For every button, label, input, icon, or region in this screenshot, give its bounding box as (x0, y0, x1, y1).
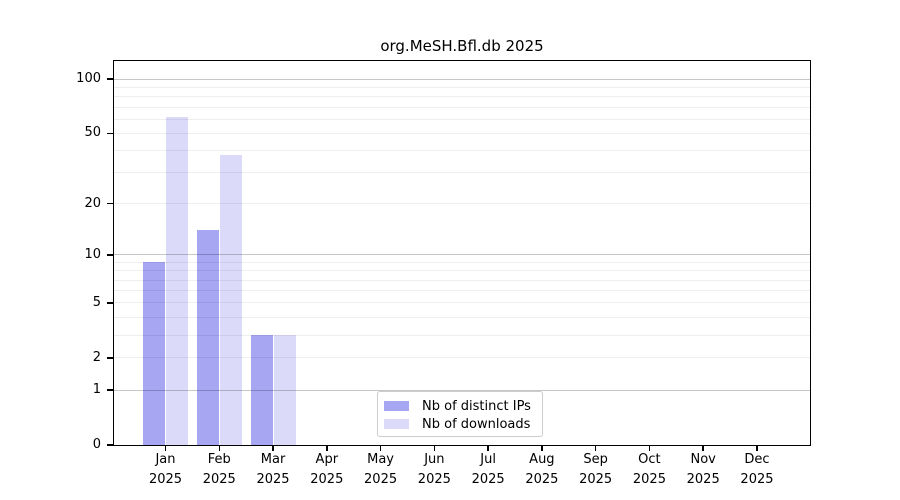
x-tick-year: 2025 (632, 471, 666, 487)
gridline-minor (114, 261, 810, 263)
x-tick-year: 2025 (686, 471, 720, 487)
y-tick-mark (106, 254, 114, 256)
x-tick-month: Sep (583, 452, 608, 467)
x-tick-label: Oct 2025 (614, 450, 684, 489)
gridline-major (114, 78, 810, 80)
x-tick-year: 2025 (471, 471, 505, 487)
x-tick-label: Aug 2025 (507, 450, 577, 489)
bar-feb-ips (196, 230, 219, 445)
y-tick-mark (106, 78, 114, 80)
gridline-minor (114, 203, 810, 205)
x-tick-label: May 2025 (346, 450, 416, 489)
gridline-minor (114, 302, 810, 304)
gridline-minor (114, 316, 810, 318)
y-tick-label: 20 (84, 195, 101, 211)
x-tick-label: Feb 2025 (184, 450, 254, 489)
x-tick-year: 2025 (525, 471, 559, 487)
x-tick-month: Dec (744, 452, 770, 467)
y-tick-mark (106, 444, 114, 446)
y-tick-label: 50 (84, 125, 101, 141)
x-tick-mark (594, 445, 597, 451)
x-tick-mark (648, 445, 651, 451)
gridline-minor (114, 86, 810, 88)
y-tick-mark (106, 357, 114, 359)
x-tick-year: 2025 (310, 471, 344, 487)
x-tick-mark (487, 445, 489, 451)
gridline-minor (114, 132, 810, 134)
x-tick-label: Dec 2025 (722, 450, 792, 489)
x-tick-year: 2025 (740, 471, 774, 487)
x-tick-label: Mar 2025 (238, 450, 308, 489)
x-tick-label: Jul 2025 (453, 450, 523, 489)
x-tick-year: 2025 (256, 471, 290, 487)
bar-feb-downloads (219, 154, 242, 445)
x-tick-label: Jan 2025 (131, 450, 201, 489)
x-tick-month: Nov (690, 452, 716, 467)
x-tick-year: 2025 (148, 471, 183, 487)
x-tick-label: Apr 2025 (292, 450, 362, 489)
chart-title: org.MeSH.Bfl.db 2025 (380, 37, 544, 55)
gridline-minor (114, 334, 810, 336)
y-tick-label: 0 (92, 437, 101, 452)
y-tick-label: 100 (76, 71, 101, 87)
y-tick-label: 5 (92, 294, 101, 310)
gridline-minor (114, 96, 810, 98)
x-tick-month: Mar (260, 452, 286, 467)
x-tick-month: Jun (424, 452, 445, 467)
x-tick-month: May (367, 452, 395, 467)
x-tick-year: 2025 (579, 471, 613, 487)
bar-jan-ips (143, 262, 165, 445)
x-tick-month: Jan (155, 452, 176, 467)
gridline-minor (114, 172, 810, 174)
legend-swatch-downloads (384, 419, 409, 429)
x-tick-label: Jun 2025 (399, 450, 469, 489)
x-tick-mark (702, 445, 704, 451)
x-tick-mark (164, 445, 167, 451)
gridline-minor (114, 106, 810, 108)
gridline-major (114, 389, 810, 391)
x-tick-year: 2025 (417, 471, 451, 487)
y-tick-mark (106, 389, 114, 391)
x-tick-month: Apr (315, 452, 339, 467)
legend-row-distinct-ips: Nb of distinct IPs (384, 397, 534, 415)
x-tick-mark (541, 445, 543, 451)
x-tick-mark (756, 445, 758, 451)
gridline-minor (114, 290, 810, 292)
y-tick-label: 10 (84, 246, 101, 262)
x-tick-month: Feb (207, 452, 231, 467)
y-tick-label: 1 (92, 382, 101, 398)
legend-row-downloads: Nb of downloads (384, 415, 534, 433)
y-tick-mark (106, 132, 114, 135)
legend-label-distinct-ips: Nb of distinct IPs (422, 398, 531, 414)
x-tick-year: 2025 (202, 471, 236, 487)
x-tick-month: Oct (638, 452, 661, 467)
bar-mar-downloads (273, 335, 296, 445)
x-tick-month: Jul (480, 452, 496, 467)
bar-jan-downloads (166, 116, 188, 445)
gridline-minor (114, 357, 810, 359)
gridline-minor (114, 150, 810, 152)
y-tick-label: 2 (92, 349, 101, 365)
x-tick-mark (379, 445, 382, 451)
x-tick-month: Aug (529, 452, 555, 467)
x-tick-label: Sep 2025 (561, 450, 631, 489)
x-tick-label: Nov 2025 (668, 450, 738, 489)
legend-label-downloads: Nb of downloads (422, 416, 531, 432)
plot-area (112, 59, 811, 446)
x-tick-year: 2025 (364, 471, 398, 487)
y-tick-mark (106, 302, 114, 304)
bar-mar-ips (250, 335, 273, 445)
gridline-minor (114, 279, 810, 281)
x-tick-mark (272, 445, 274, 451)
gridline-major (114, 254, 810, 256)
y-tick-mark (106, 202, 114, 205)
x-tick-mark (433, 445, 436, 451)
legend-swatch-distinct-ips (384, 401, 409, 411)
gridline-minor (114, 270, 810, 272)
x-tick-mark (326, 445, 328, 451)
x-tick-mark (218, 445, 221, 451)
legend: Nb of distinct IPs Nb of downloads (377, 391, 543, 437)
gridline-minor (114, 118, 810, 120)
